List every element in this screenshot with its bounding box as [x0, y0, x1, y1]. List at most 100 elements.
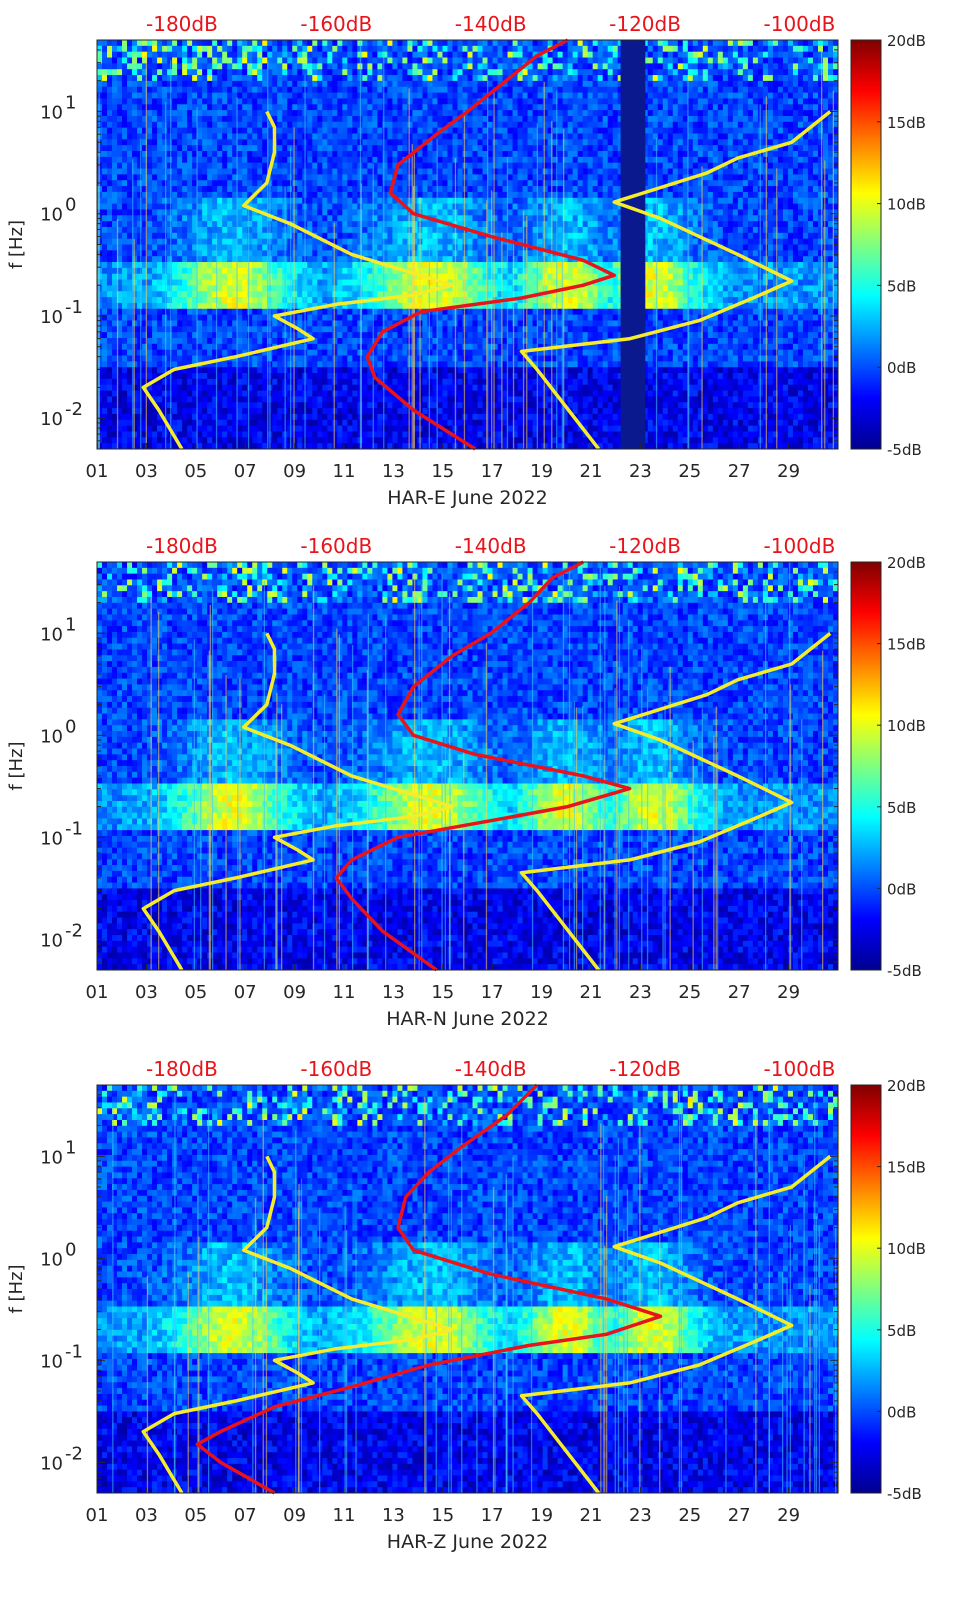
colorbar-tick-label: 0dB	[887, 359, 916, 377]
x-tick-label: 09	[283, 461, 306, 482]
colorbar-tick-label: 10dB	[887, 1240, 926, 1258]
spectrogram-heatmap	[97, 1085, 839, 1493]
x-tick-label: 17	[481, 1505, 504, 1526]
x-tick-label: 15	[431, 461, 454, 482]
x-tick-label: 29	[777, 982, 800, 1003]
spectrogram-heatmap	[97, 40, 838, 449]
x-axis-label: HAR-N June 2022	[386, 1008, 549, 1030]
colorbar-tick-label: 10dB	[887, 196, 926, 214]
x-tick-label: 05	[184, 982, 207, 1003]
top-axis-label: -140dB	[455, 12, 527, 36]
y-tick-label: 10	[40, 930, 63, 951]
x-axis-label: HAR-E June 2022	[387, 487, 547, 509]
x-tick-label: 19	[530, 1505, 553, 1526]
x-tick-label: 27	[728, 1505, 751, 1526]
x-tick-label: 01	[86, 982, 109, 1003]
x-tick-label: 03	[135, 461, 158, 482]
y-tick-label: 10	[40, 828, 63, 849]
y-tick-label: 10	[40, 1147, 63, 1168]
colorbar-tick-label: 20dB	[887, 1077, 926, 1095]
top-axis-label: -160dB	[300, 12, 372, 36]
y-tick-exponent: -2	[65, 920, 83, 941]
colorbar-tick-label: 15dB	[887, 636, 926, 654]
y-tick-exponent: 0	[65, 716, 76, 737]
y-tick-exponent: 1	[65, 614, 76, 635]
colorbar-tick-label: 10dB	[887, 717, 926, 735]
x-tick-label: 15	[431, 982, 454, 1003]
x-tick-label: 07	[234, 982, 257, 1003]
x-tick-label: 09	[283, 982, 306, 1003]
top-axis-label: -100dB	[764, 12, 836, 36]
colorbar	[851, 1085, 881, 1493]
colorbar	[851, 40, 881, 449]
y-tick-label: 10	[40, 1249, 63, 1270]
colorbar-tick-label: -5dB	[887, 1485, 922, 1503]
x-tick-label: 25	[678, 461, 701, 482]
x-axis-label: HAR-Z June 2022	[387, 1531, 548, 1553]
x-tick-label: 07	[234, 1505, 257, 1526]
colorbar-tick-label: 0dB	[887, 880, 916, 898]
x-tick-label: 23	[629, 982, 652, 1003]
y-tick-exponent: 1	[65, 1137, 76, 1158]
y-axis-label: f [Hz]	[6, 1264, 27, 1313]
y-tick-label: 10	[40, 726, 63, 747]
top-axis-label: -160dB	[300, 1057, 372, 1081]
y-tick-exponent: -2	[65, 1443, 83, 1464]
x-tick-label: 05	[184, 461, 207, 482]
y-tick-label: 10	[40, 307, 63, 328]
x-tick-label: 11	[333, 982, 356, 1003]
top-axis-label: -100dB	[764, 1057, 836, 1081]
top-axis-label: -180dB	[146, 1057, 218, 1081]
x-tick-label: 09	[283, 1505, 306, 1526]
y-tick-exponent: -1	[65, 1341, 83, 1362]
y-tick-label: 10	[40, 1351, 63, 1372]
y-tick-exponent: -2	[65, 399, 83, 420]
y-axis-label: f [Hz]	[6, 220, 27, 269]
x-tick-label: 01	[86, 461, 109, 482]
x-tick-label: 17	[481, 982, 504, 1003]
spectrogram-heatmap	[97, 562, 838, 970]
x-tick-label: 03	[135, 982, 158, 1003]
colorbar-tick-label: 5dB	[887, 1322, 916, 1340]
top-axis-label: -140dB	[455, 1057, 527, 1081]
y-tick-label: 10	[40, 1453, 63, 1474]
x-tick-label: 21	[580, 461, 603, 482]
x-tick-label: 07	[234, 461, 257, 482]
colorbar-tick-label: 20dB	[887, 32, 926, 50]
colorbar-tick-label: 15dB	[887, 114, 926, 132]
top-axis-label: -180dB	[146, 12, 218, 36]
x-tick-label: 21	[580, 1505, 603, 1526]
colorbar-tick-label: 15dB	[887, 1159, 926, 1177]
x-tick-label: 21	[580, 982, 603, 1003]
x-tick-label: 25	[678, 982, 701, 1003]
x-tick-label: 29	[777, 1505, 800, 1526]
top-axis-label: -120dB	[609, 12, 681, 36]
y-tick-label: 10	[40, 205, 63, 226]
data-gap	[621, 40, 646, 449]
x-tick-label: 19	[530, 982, 553, 1003]
x-tick-label: 27	[728, 461, 751, 482]
top-axis-label: -100dB	[764, 534, 836, 558]
x-tick-label: 13	[382, 1505, 405, 1526]
y-tick-label: 10	[40, 624, 63, 645]
top-axis-label: -180dB	[146, 534, 218, 558]
x-tick-label: 17	[481, 461, 504, 482]
y-tick-exponent: -1	[65, 818, 83, 839]
y-tick-exponent: 0	[65, 195, 76, 216]
colorbar-tick-label: 20dB	[887, 554, 926, 572]
colorbar	[851, 562, 881, 970]
top-axis-label: -160dB	[300, 534, 372, 558]
top-axis-label: -120dB	[609, 1057, 681, 1081]
x-tick-label: 23	[629, 1505, 652, 1526]
x-tick-label: 11	[333, 461, 356, 482]
x-tick-label: 03	[135, 1505, 158, 1526]
y-tick-label: 10	[40, 409, 63, 430]
x-tick-label: 13	[382, 982, 405, 1003]
colorbar-tick-label: -5dB	[887, 441, 922, 459]
colorbar-tick-label: 0dB	[887, 1403, 916, 1421]
colorbar-tick-label: 5dB	[887, 277, 916, 295]
